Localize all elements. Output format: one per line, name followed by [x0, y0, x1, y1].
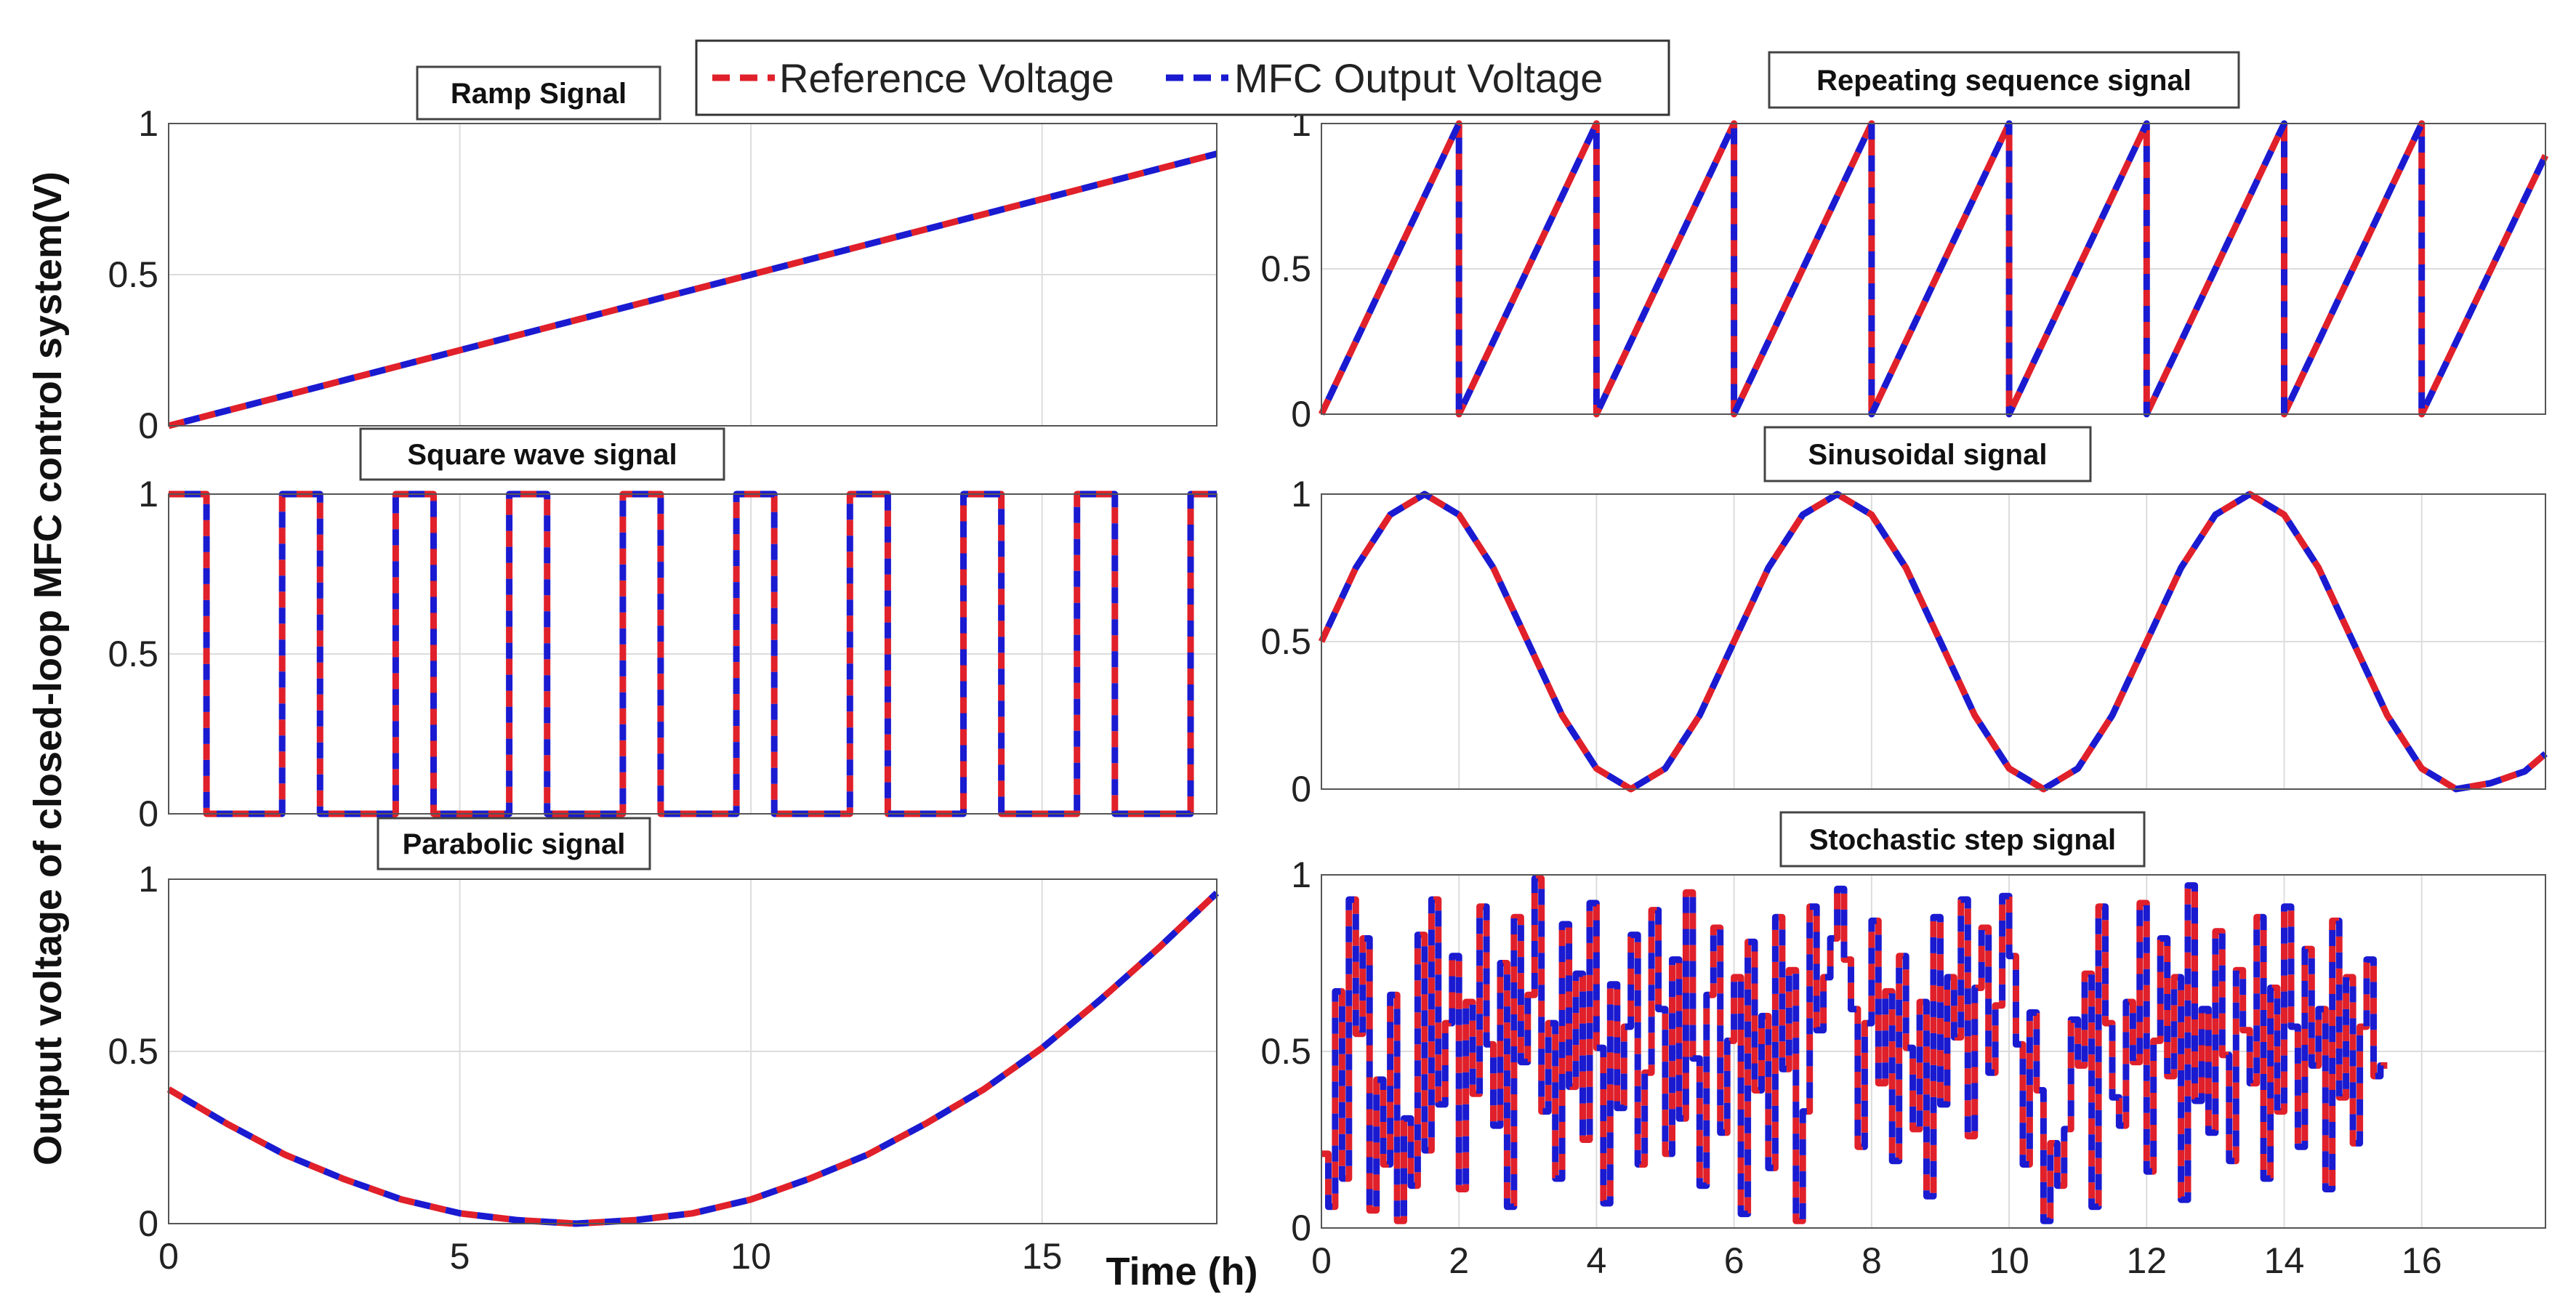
stochastic-xtick-label-7: 14	[2264, 1240, 2305, 1281]
parabolic-ytick-label-0: 0	[138, 1203, 158, 1244]
ramp-title-box	[416, 65, 661, 121]
stochastic-xtick-label-1: 2	[1449, 1240, 1469, 1281]
legend-label-mfc-output: MFC Output Voltage	[1234, 55, 1603, 101]
parabolic-frame	[168, 878, 1217, 1224]
stochastic-title-box	[1779, 811, 2146, 868]
ramp-ytick-label-0: 0	[138, 405, 158, 446]
stochastic-xtick-label-4: 8	[1861, 1240, 1882, 1281]
stochastic-title: Stochastic step signal	[1809, 824, 2116, 856]
square-ytick-label-2: 1	[138, 474, 158, 514]
ramp-panel: 0 0.5 1 Ramp Signal	[108, 65, 1218, 446]
sinusoidal-ytick-label-0: 0	[1291, 769, 1311, 809]
parabolic-xtick-label-2: 10	[730, 1236, 771, 1277]
repeating-title: Repeating sequence signal	[1816, 65, 2191, 97]
stochastic-xtick-label-2: 4	[1587, 1240, 1607, 1281]
square-ytick-label-0: 0	[138, 793, 158, 834]
x-axis-title: Time (h)	[1106, 1250, 1257, 1293]
parabolic-xtick-label-3: 15	[1022, 1236, 1063, 1277]
repeating-series-mfc-output-voltage	[1318, 120, 2549, 418]
stochastic-xtick-label-8: 16	[2402, 1240, 2442, 1281]
parabolic-xtick-label-0: 0	[158, 1236, 179, 1277]
stochastic-ytick-label-1: 0.5	[1260, 1031, 1311, 1072]
sinusoidal-series-mfc-output-voltage	[1318, 490, 2548, 793]
repeating-title-box	[1768, 51, 2240, 109]
square-title-box	[359, 427, 725, 481]
stochastic-xtick-label-3: 6	[1724, 1240, 1744, 1281]
sinusoidal-ytick-label-2: 1	[1291, 474, 1311, 514]
ramp-frame	[168, 123, 1217, 427]
stochastic-series-mfc-output-voltage	[1321, 875, 2388, 1224]
repeating-ytick-label-0: 0	[1291, 394, 1311, 435]
parabolic-ytick-label-1: 0.5	[108, 1031, 158, 1072]
square-title: Square wave signal	[407, 439, 677, 471]
stochastic-xtick-label-5: 10	[1989, 1240, 2029, 1281]
parabolic-series-reference-voltage	[166, 890, 1220, 1227]
sinusoidal-title-box	[1763, 426, 2092, 482]
parabolic-title: Parabolic signal	[403, 828, 626, 860]
square-frame	[168, 493, 1217, 815]
legend-label-reference: Reference Voltage	[779, 55, 1114, 101]
stochastic-ytick-label-0: 0	[1291, 1208, 1311, 1248]
ramp-ytick-label-2: 1	[138, 103, 158, 144]
repeating-frame	[1321, 123, 2546, 415]
stochastic-ytick-label-2: 1	[1291, 854, 1311, 895]
y-axis-title: Output voltage of closed-loop MFC contro…	[26, 171, 70, 1165]
parabolic-xtick-label-1: 5	[450, 1236, 470, 1277]
parabolic-ytick-label-2: 1	[138, 859, 158, 900]
sinusoidal-title: Sinusoidal signal	[1808, 439, 2048, 471]
repeating-ytick-label-1: 0.5	[1260, 249, 1311, 289]
sinusoidal-panel: 0 0.5 1 Sinusoidal signal	[1260, 426, 2548, 809]
ramp-title: Ramp Signal	[451, 78, 627, 110]
stochastic-frame	[1321, 874, 2546, 1229]
stochastic-xtick-label-0: 0	[1311, 1240, 1332, 1281]
square-ytick-label-1: 0.5	[108, 634, 158, 674]
ramp-series-reference-voltage	[167, 150, 1218, 429]
stochastic-series-reference-voltage	[1321, 875, 2388, 1224]
sinusoidal-ytick-label-1: 0.5	[1260, 621, 1311, 662]
sinusoidal-frame	[1321, 493, 2546, 790]
ramp-ytick-label-1: 0.5	[108, 254, 158, 295]
square-panel: 0 0.5 1 Square wave signal	[108, 427, 1217, 834]
parabolic-title-box	[377, 817, 651, 870]
legend: Reference Voltage MFC Output Voltage	[695, 39, 1670, 116]
stochastic-xtick-label-6: 12	[2126, 1240, 2167, 1281]
ramp-series-mfc-output-voltage	[167, 150, 1218, 429]
